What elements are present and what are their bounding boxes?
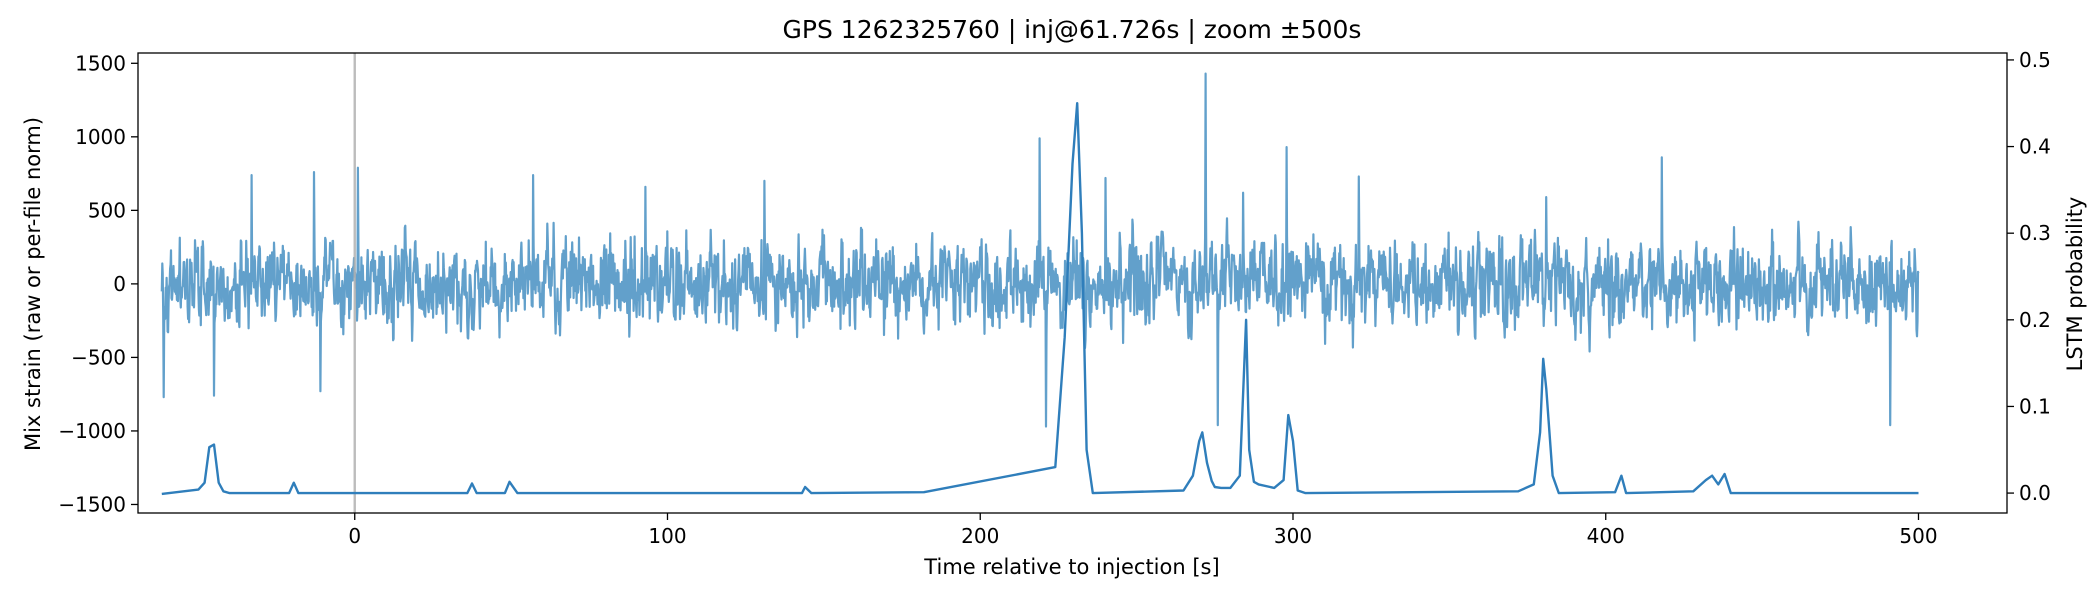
y-tick-label: −1500 <box>58 492 126 516</box>
chart-title: GPS 1262325760 | inj@61.726s | zoom ±500… <box>783 15 1362 44</box>
y-axis-right-label: LSTM probability <box>2063 197 2087 372</box>
y-tick-label: −1000 <box>58 419 126 443</box>
y-tick-label: 500 <box>88 198 126 222</box>
y2-tick-label: 0.5 <box>2019 48 2051 72</box>
y2-tick-label: 0.4 <box>2019 135 2051 159</box>
x-tick-label: 0 <box>348 524 361 548</box>
strain-line <box>160 72 1920 428</box>
y2-tick-label: 0.0 <box>2019 481 2051 505</box>
y2-tick-label: 0.1 <box>2019 394 2051 418</box>
y2-tick-label: 0.3 <box>2019 221 2051 245</box>
y-axis-left-label: Mix strain (raw or per-file norm) <box>21 117 45 451</box>
y-tick-label: 1500 <box>75 51 126 75</box>
x-tick-label: 300 <box>1274 524 1312 548</box>
probability-series <box>161 102 1919 496</box>
plot-area <box>160 53 1920 513</box>
x-axis-label: Time relative to injection [s] <box>923 555 1219 579</box>
y-tick-label: −500 <box>71 345 126 369</box>
y-tick-label: 0 <box>113 272 126 296</box>
x-axis: 0 100 200 300 400 500 <box>348 513 1938 548</box>
y-axis-right: 0.0 0.1 0.2 0.3 0.4 0.5 <box>2007 48 2051 505</box>
y2-tick-label: 0.2 <box>2019 308 2051 332</box>
y-axis-left: −1500 −1000 −500 0 500 1000 1500 <box>58 51 138 516</box>
x-tick-label: 400 <box>1587 524 1625 548</box>
probability-line <box>161 102 1919 496</box>
x-tick-label: 500 <box>1899 524 1937 548</box>
x-tick-label: 100 <box>648 524 686 548</box>
y-tick-label: 1000 <box>75 125 126 149</box>
x-tick-label: 200 <box>961 524 999 548</box>
plot-frame <box>137 52 2008 514</box>
strain-series <box>160 72 1920 428</box>
